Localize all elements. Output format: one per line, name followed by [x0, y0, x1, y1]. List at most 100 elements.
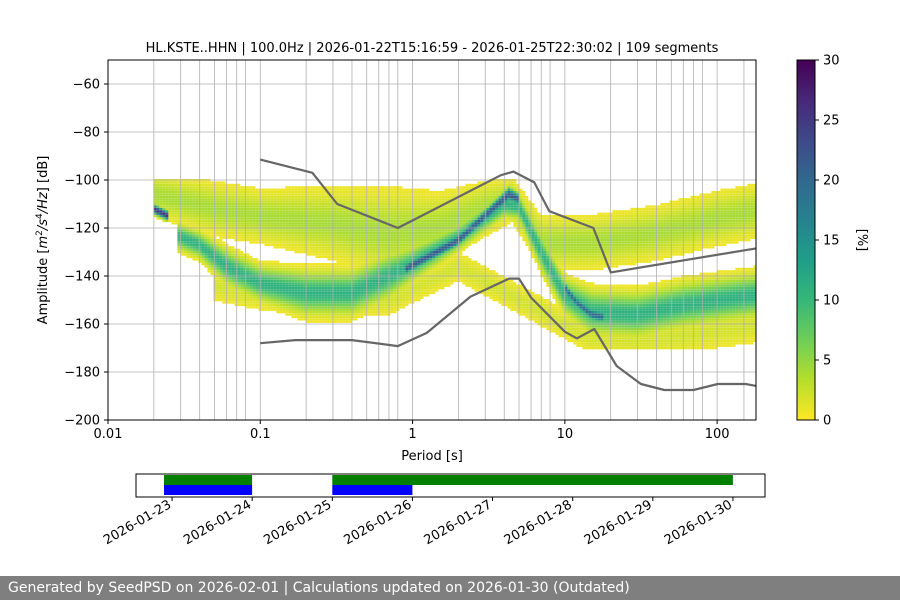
heat-cell	[273, 282, 277, 285]
heat-cell	[285, 217, 289, 220]
heat-cell	[384, 203, 388, 206]
heat-cell	[186, 215, 190, 218]
heat-cell	[291, 236, 295, 239]
heat-cell	[252, 277, 256, 280]
heat-cell	[375, 260, 379, 263]
heat-cell	[444, 198, 448, 201]
heat-cell	[468, 224, 472, 227]
heat-cell	[207, 260, 211, 263]
heat-cell	[402, 279, 406, 283]
heat-cell	[276, 219, 280, 223]
heat-cell	[267, 263, 271, 266]
heat-cell	[327, 219, 331, 223]
heat-cell	[366, 248, 370, 251]
heat-cell	[210, 205, 214, 208]
heat-cell	[192, 236, 196, 239]
heat-cell	[465, 183, 469, 187]
heat-cell	[225, 231, 229, 235]
heat-cell	[270, 303, 274, 307]
heat-cell	[369, 241, 373, 244]
heat-cell	[273, 210, 277, 213]
heat-cell	[381, 203, 385, 206]
heat-cell	[291, 241, 295, 244]
heat-cell	[471, 198, 475, 201]
heat-cell	[462, 279, 466, 283]
heat-cell	[345, 294, 349, 297]
heat-cell	[363, 203, 367, 206]
heat-cell	[237, 296, 241, 299]
heat-cell	[216, 231, 220, 235]
heat-cell	[333, 253, 337, 256]
heat-cell	[207, 210, 211, 213]
heat-cell	[405, 243, 409, 247]
heat-cell	[213, 195, 217, 199]
heat-cell	[333, 231, 337, 235]
heat-cell	[276, 308, 280, 311]
heat-cell	[366, 212, 370, 215]
heat-cell	[381, 284, 385, 287]
heat-cell	[375, 263, 379, 266]
heat-cell	[285, 195, 289, 199]
heat-cell	[348, 212, 352, 215]
heat-cell	[378, 224, 382, 227]
heat-cell	[216, 296, 220, 299]
heat-cell	[276, 246, 280, 249]
heat-cell	[303, 224, 307, 227]
heat-cell	[414, 270, 418, 273]
heat-cell	[366, 186, 370, 189]
heat-cell	[468, 219, 472, 223]
heat-cell	[267, 239, 271, 242]
heat-cell	[312, 236, 316, 239]
heat-cell	[219, 291, 223, 295]
heat-cell	[357, 239, 361, 242]
heat-cell	[381, 313, 385, 316]
heat-cell	[423, 219, 427, 223]
heat-cell	[264, 303, 268, 307]
heat-cell	[477, 212, 481, 215]
heat-cell	[306, 301, 310, 304]
heat-cell	[249, 267, 253, 271]
heat-cell	[219, 207, 223, 211]
heat-cell	[354, 265, 358, 268]
heat-cell	[459, 279, 463, 283]
heat-cell	[315, 308, 319, 311]
heat-cell	[330, 308, 334, 311]
heat-cell	[219, 279, 223, 283]
heat-cell	[291, 315, 295, 319]
heat-cell	[372, 207, 376, 211]
heat-cell	[261, 203, 265, 206]
heat-cell	[315, 224, 319, 227]
heat-cell	[429, 217, 433, 220]
heat-cell	[255, 229, 259, 232]
heat-cell	[294, 186, 298, 189]
heat-cell	[330, 311, 334, 314]
heat-cell	[354, 308, 358, 311]
heat-cell	[426, 291, 430, 295]
heat-cell	[348, 198, 352, 201]
heat-cell	[327, 205, 331, 208]
heat-cell	[462, 231, 466, 235]
heat-cell	[378, 246, 382, 249]
heat-cell	[270, 224, 274, 227]
heat-cell	[339, 291, 343, 295]
heat-cell	[246, 215, 250, 218]
heat-cell	[375, 186, 379, 189]
heat-cell	[177, 241, 181, 244]
heat-cell	[360, 267, 364, 271]
heat-cell	[261, 234, 265, 237]
heat-cell	[420, 210, 424, 213]
heat-cell	[330, 253, 334, 256]
heat-cell	[270, 200, 274, 203]
heat-cell	[351, 200, 355, 203]
heat-cell	[243, 229, 247, 232]
heat-cell	[351, 263, 355, 266]
heat-cell	[240, 263, 244, 266]
heat-cell	[366, 284, 370, 287]
heat-cell	[357, 241, 361, 244]
heat-cell	[423, 198, 427, 201]
heat-cell	[204, 224, 208, 227]
heat-cell	[381, 296, 385, 299]
heat-cell	[297, 188, 301, 191]
heat-cell	[297, 301, 301, 304]
heat-cell	[477, 193, 481, 196]
